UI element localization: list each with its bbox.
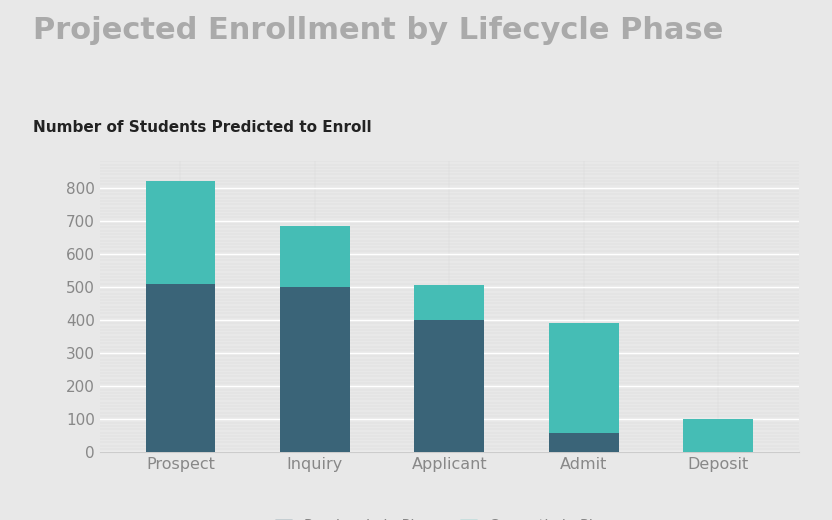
Legend: Previously In Phase, Currently In Phase: Previously In Phase, Currently In Phase <box>267 512 631 520</box>
Bar <box>549 323 619 433</box>
Bar <box>280 226 349 287</box>
Bar <box>549 433 619 452</box>
Bar <box>280 287 349 452</box>
Bar <box>146 181 215 283</box>
Text: Projected Enrollment by Lifecycle Phase: Projected Enrollment by Lifecycle Phase <box>33 16 724 45</box>
Bar <box>683 419 753 452</box>
Bar <box>146 283 215 452</box>
Bar <box>414 320 484 452</box>
Text: Number of Students Predicted to Enroll: Number of Students Predicted to Enroll <box>33 120 372 135</box>
Bar <box>414 285 484 320</box>
